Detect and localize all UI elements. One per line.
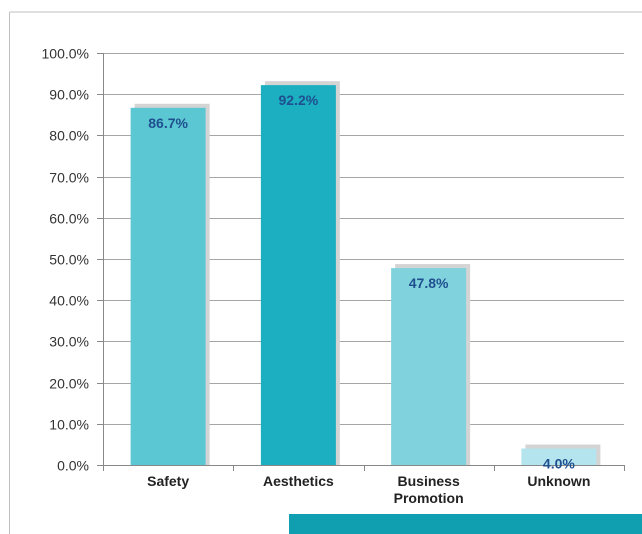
chart-border [9, 11, 642, 534]
x-category-label: Safety [147, 473, 189, 489]
bars [130, 81, 601, 466]
bar [521, 448, 597, 465]
x-category-label-line: Unknown [527, 473, 590, 489]
x-axis [103, 465, 625, 471]
y-tick-label: 70.0% [49, 170, 89, 186]
bar [130, 107, 206, 466]
bar [260, 85, 336, 466]
y-tick-label: 90.0% [49, 87, 89, 103]
x-category-label: Unknown [527, 473, 590, 489]
x-axis-labels: Safety Aesthetics Business Promotion Unknown [147, 473, 590, 506]
y-tick-label: 0.0% [57, 458, 89, 474]
y-tick-label: 20.0% [49, 376, 89, 392]
y-tick-label: 80.0% [49, 128, 89, 144]
x-category-label-line: Aesthetics [263, 473, 334, 489]
y-tick-label: 40.0% [49, 293, 89, 309]
y-tick-label: 50.0% [49, 252, 89, 268]
footer-accent-bar [289, 514, 642, 534]
y-tick-label: 30.0% [49, 334, 89, 350]
data-labels: 86.7% 92.2% 47.8% 4.0% [148, 92, 575, 471]
y-tick-label: 60.0% [49, 211, 89, 227]
footer-accent [289, 514, 642, 534]
y-tick-label: 100.0% [42, 46, 89, 62]
data-label: 4.0% [543, 456, 575, 472]
data-label: 47.8% [409, 275, 449, 291]
x-category-label: Aesthetics [263, 473, 334, 489]
x-category-label-line: Business [398, 473, 460, 489]
x-category-label: Business Promotion [394, 473, 464, 506]
x-category-label-line: Safety [147, 473, 189, 489]
y-axis-ticks: 0.0% 10.0% 20.0% 30.0% 40.0% 50.0% 60.0% 70.0% 8… [42, 46, 104, 474]
data-label: 92.2% [279, 92, 319, 108]
y-tick-label: 10.0% [49, 417, 89, 433]
x-category-label-line: Promotion [394, 490, 464, 506]
data-label: 86.7% [148, 115, 188, 131]
bar [391, 268, 467, 465]
